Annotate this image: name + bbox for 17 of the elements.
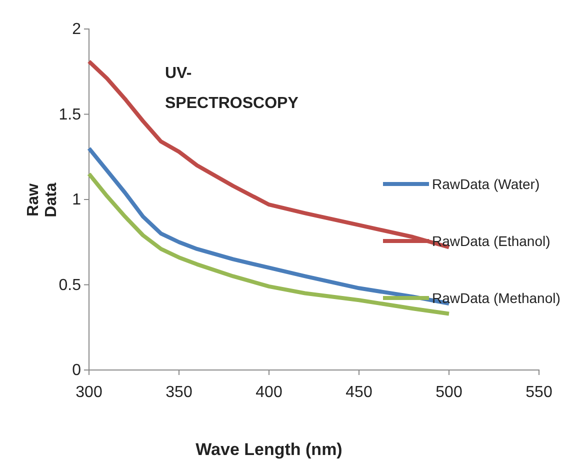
y-tick-label: 1 xyxy=(72,192,82,209)
text: UV- SPECTROSCOPY xyxy=(165,65,299,112)
y-axis-title: Raw Data xyxy=(25,182,60,218)
y-tick-label: 2 xyxy=(72,21,82,38)
x-tick-label: 300 xyxy=(76,384,102,402)
x-tick-label: 500 xyxy=(436,384,462,402)
y-tick-label: 1.5 xyxy=(58,106,82,124)
legend-label: RawData (Ethanol) xyxy=(432,233,550,249)
x-tick-label: 550 xyxy=(526,384,552,402)
x-tick-label: 400 xyxy=(256,384,282,402)
x-tick-label: 350 xyxy=(166,384,192,402)
x-tick-label: 450 xyxy=(346,384,372,402)
y-tick-label: 0.5 xyxy=(58,276,82,294)
legend-label: RawData (Methanol) xyxy=(432,290,560,306)
x-axis-title: Wave Length (nm) xyxy=(196,440,342,459)
y-tick-label: 0 xyxy=(72,362,82,380)
legend-label: RawData (Water) xyxy=(432,176,540,192)
